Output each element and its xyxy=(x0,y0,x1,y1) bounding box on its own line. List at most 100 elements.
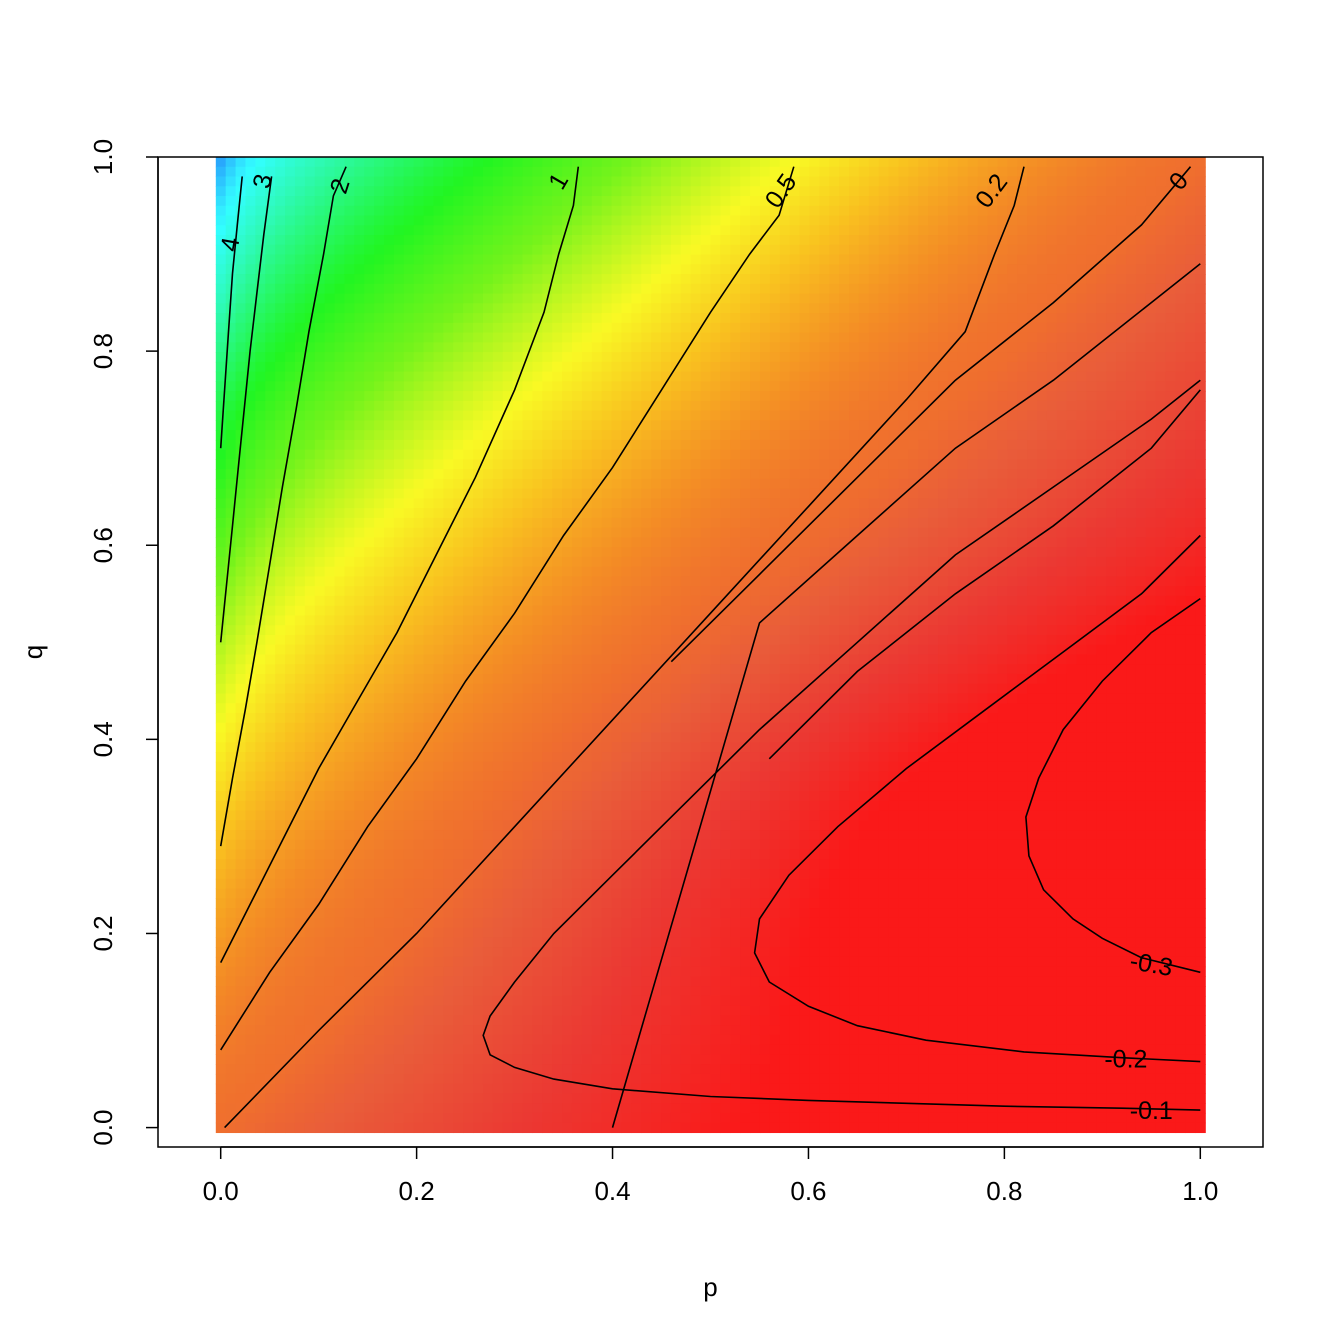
heatmap-cell xyxy=(413,527,425,539)
heatmap-cell xyxy=(522,644,533,656)
heatmap-cell xyxy=(700,956,712,968)
heatmap-cell xyxy=(413,157,425,168)
heatmap-cell xyxy=(601,547,613,558)
heatmap-cell xyxy=(413,908,425,919)
heatmap-cell xyxy=(413,654,425,665)
heatmap-cell xyxy=(700,839,712,851)
heatmap-cell xyxy=(492,703,504,714)
heatmap-cell xyxy=(601,274,613,285)
heatmap-cell xyxy=(285,703,296,714)
heatmap-cell xyxy=(384,459,395,470)
heatmap-cell xyxy=(403,654,415,665)
heatmap-cell xyxy=(265,186,276,197)
heatmap-cell xyxy=(631,595,642,607)
heatmap-cell xyxy=(344,995,355,1007)
heatmap-cell xyxy=(314,1112,326,1124)
heatmap-cell xyxy=(423,761,435,773)
heatmap-cell xyxy=(443,1005,454,1016)
heatmap-cell xyxy=(502,556,514,568)
heatmap-cell xyxy=(453,810,464,821)
heatmap-cell xyxy=(581,791,593,802)
heatmap-cell xyxy=(680,839,692,851)
heatmap-cell xyxy=(433,878,444,890)
heatmap-cell xyxy=(403,157,415,168)
heatmap-cell xyxy=(631,303,642,314)
heatmap-cell xyxy=(651,644,662,656)
heatmap-cell xyxy=(700,742,712,753)
heatmap-cell xyxy=(700,703,712,714)
heatmap-cell xyxy=(453,430,464,441)
heatmap-cell xyxy=(423,673,435,685)
heatmap-cell xyxy=(542,673,553,685)
heatmap-cell xyxy=(334,1083,346,1095)
heatmap-cell xyxy=(601,693,613,704)
heatmap-cell xyxy=(374,313,385,324)
heatmap-cell xyxy=(473,878,484,890)
heatmap-cell xyxy=(532,761,543,773)
heatmap-cell xyxy=(562,732,573,743)
heatmap-cell xyxy=(324,615,336,626)
heatmap-cell xyxy=(334,966,346,977)
heatmap-cell xyxy=(255,264,266,275)
heatmap-cell xyxy=(661,1005,672,1016)
heatmap-cell xyxy=(413,244,425,256)
heatmap-cell xyxy=(611,625,623,636)
heatmap-cell xyxy=(680,908,692,919)
heatmap-cell xyxy=(661,898,672,909)
heatmap-cell xyxy=(245,888,256,899)
heatmap-cell xyxy=(473,391,484,402)
heatmap-cell xyxy=(304,1054,316,1065)
heatmap-cell xyxy=(443,791,454,802)
heatmap-cell xyxy=(581,1073,593,1085)
heatmap-cell xyxy=(601,225,613,236)
heatmap-cell xyxy=(661,683,672,695)
heatmap-cell xyxy=(532,1112,543,1124)
heatmap-cell xyxy=(641,342,652,353)
heatmap-cell xyxy=(641,781,652,792)
heatmap-cell xyxy=(601,820,613,831)
heatmap-cell xyxy=(304,732,316,743)
heatmap-cell xyxy=(324,469,336,480)
heatmap-cell xyxy=(433,527,444,539)
heatmap-cell xyxy=(354,254,365,265)
heatmap-cell xyxy=(275,947,286,958)
heatmap-cell xyxy=(245,459,256,470)
heatmap-cell xyxy=(463,839,474,851)
heatmap-cell xyxy=(374,400,385,412)
heatmap-cell xyxy=(502,274,514,285)
heatmap-cell xyxy=(631,693,642,704)
heatmap-cell xyxy=(374,537,385,548)
heatmap-cell xyxy=(690,1025,702,1036)
heatmap-cell xyxy=(631,527,642,539)
heatmap-cell xyxy=(680,517,692,529)
heatmap-cell xyxy=(364,508,375,519)
heatmap-cell xyxy=(344,839,355,851)
heatmap-cell xyxy=(571,576,583,587)
heatmap-cell xyxy=(473,771,484,782)
heatmap-cell xyxy=(265,908,276,919)
heatmap-cell xyxy=(453,1015,464,1026)
heatmap-cell xyxy=(680,586,692,597)
heatmap-cell xyxy=(225,352,237,363)
heatmap-cell xyxy=(245,566,256,578)
heatmap-cell xyxy=(680,937,692,948)
heatmap-cell xyxy=(265,469,276,480)
heatmap-cell xyxy=(215,205,227,217)
heatmap-cell xyxy=(215,352,227,363)
heatmap-cell xyxy=(423,1103,435,1114)
heatmap-cell xyxy=(433,566,444,578)
heatmap-cell xyxy=(294,293,306,304)
heatmap-cell xyxy=(255,1073,266,1085)
heatmap-cell xyxy=(453,878,464,890)
heatmap-cell xyxy=(512,157,524,168)
heatmap-cell xyxy=(423,898,435,909)
heatmap-cell xyxy=(690,215,702,226)
heatmap-cell xyxy=(413,634,425,646)
heatmap-cell xyxy=(680,898,692,909)
heatmap-cell xyxy=(532,391,543,402)
heatmap-cell xyxy=(285,595,296,607)
heatmap-cell xyxy=(294,605,306,617)
heatmap-cell xyxy=(314,478,326,490)
heatmap-cell xyxy=(542,956,553,968)
heatmap-cell xyxy=(423,537,435,548)
